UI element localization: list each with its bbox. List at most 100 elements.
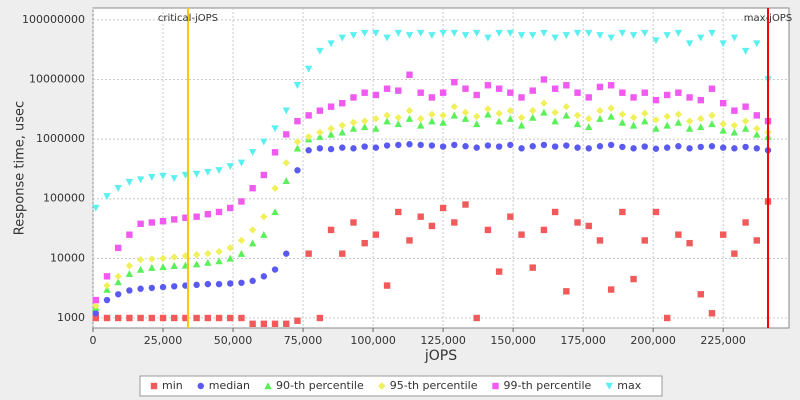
data-point [674, 29, 683, 37]
y-tick-label: 1000 [57, 311, 85, 324]
data-point [439, 111, 447, 120]
data-point [193, 281, 200, 289]
legend-swatch [378, 382, 386, 390]
data-point [563, 142, 570, 149]
data-point [619, 89, 626, 96]
data-point [484, 34, 492, 42]
data-point [731, 107, 738, 114]
data-point [316, 145, 324, 152]
data-point [563, 288, 570, 295]
data-point [125, 178, 134, 186]
data-point [495, 143, 503, 150]
data-point [316, 47, 324, 55]
data-point [462, 143, 469, 150]
data-point [596, 106, 604, 115]
data-point [461, 114, 470, 122]
data-point [518, 145, 525, 152]
data-point [137, 285, 144, 292]
data-point [562, 32, 571, 40]
data-point [226, 244, 234, 252]
data-point [708, 111, 716, 120]
data-point [607, 112, 615, 120]
data-point [215, 257, 223, 265]
data-point [282, 177, 290, 184]
data-point [663, 32, 671, 40]
data-point [607, 104, 615, 112]
data-point [159, 314, 167, 322]
data-point [282, 107, 290, 115]
data-point [473, 144, 480, 151]
y-axis-label: Response time, usec [13, 101, 28, 235]
data-point [507, 213, 514, 220]
data-point [708, 29, 716, 37]
data-point [394, 29, 402, 37]
data-point [406, 71, 413, 78]
data-point [316, 128, 324, 137]
data-point [574, 144, 581, 151]
data-point [125, 262, 134, 270]
data-point [372, 91, 380, 99]
data-point [237, 249, 246, 257]
data-point [417, 89, 424, 96]
data-point [271, 320, 279, 327]
data-point [349, 32, 358, 40]
data-point [753, 237, 760, 244]
data-point [719, 40, 727, 48]
data-point [675, 231, 682, 238]
data-point [585, 94, 592, 101]
data-point [484, 82, 492, 89]
data-point [473, 120, 481, 128]
data-point [686, 239, 693, 247]
data-point [192, 170, 201, 178]
legend-label: median [209, 379, 250, 392]
data-point [338, 128, 346, 136]
legend-label: max [617, 379, 641, 392]
data-point [451, 141, 458, 149]
data-point [148, 255, 156, 263]
data-point [551, 117, 559, 125]
data-point [316, 314, 324, 322]
data-point [339, 250, 346, 257]
data-point [115, 291, 122, 298]
data-point [562, 102, 571, 111]
legend-swatch [264, 382, 272, 390]
data-point [506, 29, 515, 37]
data-point [372, 124, 380, 132]
data-point [697, 143, 704, 151]
data-point [305, 112, 312, 119]
data-point [271, 125, 279, 133]
data-point [451, 79, 458, 86]
data-point [585, 145, 592, 152]
data-point [372, 231, 380, 238]
data-point [529, 264, 536, 271]
data-point [596, 114, 604, 122]
data-point [294, 317, 301, 324]
data-point [204, 280, 212, 288]
data-point [674, 110, 683, 119]
data-point [405, 114, 414, 122]
data-point [551, 85, 559, 92]
data-point [573, 29, 582, 37]
data-point [730, 34, 739, 42]
data-point [360, 29, 369, 37]
data-point [596, 143, 604, 150]
data-point [282, 159, 290, 167]
data-point [305, 250, 312, 257]
x-tick-label: 125,000 [420, 334, 466, 347]
data-point [652, 145, 660, 152]
data-point [495, 109, 503, 118]
data-point [327, 226, 335, 234]
data-point [148, 263, 156, 271]
data-point [473, 314, 480, 322]
data-point [685, 124, 694, 132]
data-point [618, 29, 627, 37]
data-point [540, 226, 548, 234]
x-tick-label: 75,000 [284, 334, 323, 347]
data-point [137, 314, 144, 322]
data-point [171, 216, 178, 223]
data-point [619, 208, 626, 216]
data-point [159, 254, 167, 263]
data-point [753, 124, 761, 133]
data-point [204, 314, 212, 322]
